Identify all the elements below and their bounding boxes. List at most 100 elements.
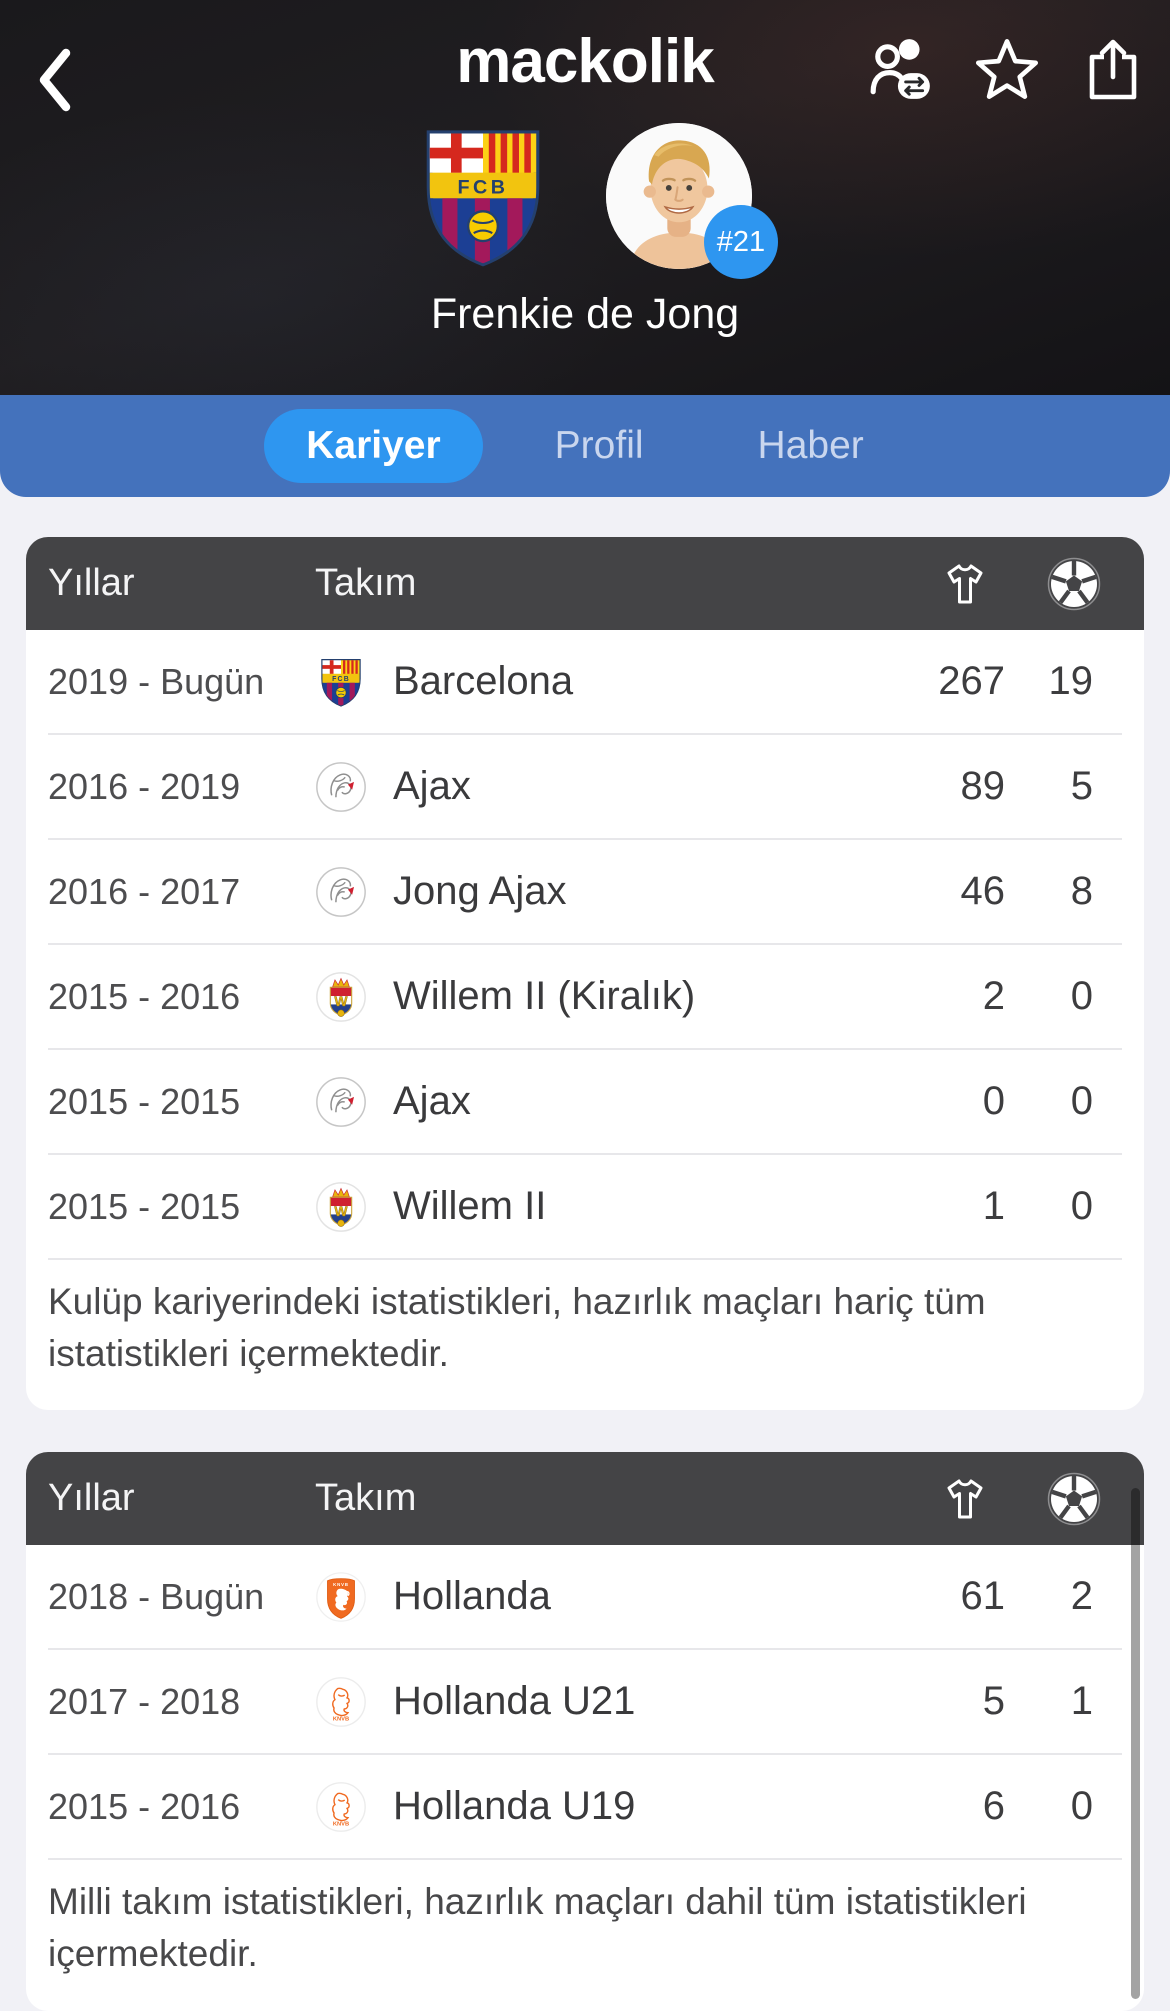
column-years-label: Yıllar [48, 562, 135, 604]
player-name: Frenkie de Jong [430, 290, 740, 338]
app-bar-actions [866, 34, 1148, 104]
favorite-button[interactable] [972, 34, 1042, 104]
tab-haber[interactable]: Haber [757, 424, 864, 467]
row-matches: 89 [960, 764, 1006, 808]
netherlands-logo [315, 1571, 367, 1623]
table-row[interactable]: 2015 - 2016 Willem II (Kiralık) 2 0 [26, 945, 1144, 1048]
national-table-header: Yıllar Takım [26, 1452, 1144, 1546]
row-divider [48, 1048, 1122, 1050]
row-divider [48, 1858, 1122, 1861]
row-goals: 5 [1070, 764, 1093, 808]
row-goals: 2 [1070, 1574, 1093, 1619]
player-compare-button[interactable] [866, 34, 936, 104]
jersey-icon [939, 1473, 991, 1525]
row-years: 2016 - 2017 [48, 870, 241, 912]
row-team-name: Ajax [393, 764, 471, 808]
barcelona-crest[interactable] [418, 118, 548, 274]
row-years: 2015 - 2015 [48, 1185, 241, 1227]
club-career-footnote: Kulüp kariyerindeki istatistikleri, hazı… [48, 1281, 986, 1375]
row-matches: 267 [938, 659, 1005, 703]
row-team-name: Hollanda U19 [393, 1784, 636, 1829]
row-team-name: Barcelona [393, 659, 574, 703]
scrollbar[interactable] [1131, 1488, 1140, 1999]
table-row[interactable]: 2016 - 2019 Ajax 89 5 [26, 735, 1144, 838]
column-team-label: Takım [315, 1477, 417, 1520]
table-row[interactable]: 2017 - 2018 Hollanda U21 5 1 [26, 1650, 1144, 1753]
row-matches: 61 [960, 1574, 1006, 1619]
knvb-youth-logo [315, 1676, 367, 1728]
knvb-youth-logo [315, 1781, 367, 1833]
share-button[interactable] [1078, 34, 1148, 104]
row-years: 2017 - 2018 [48, 1680, 241, 1722]
ajax-logo [315, 866, 367, 918]
row-matches: 5 [982, 1679, 1005, 1724]
table-row[interactable]: 2019 - Bugün Barcelona 267 19 [26, 630, 1144, 733]
ajax-logo [315, 1076, 367, 1128]
row-divider [48, 1153, 1122, 1155]
row-goals: 0 [1070, 974, 1093, 1018]
row-team-name: Hollanda [393, 1574, 551, 1619]
row-matches: 46 [960, 869, 1006, 913]
player-hero: mackolik [0, 0, 1170, 395]
column-team-label: Takım [315, 562, 417, 604]
column-years-label: Yıllar [48, 1477, 135, 1520]
row-matches: 0 [982, 1079, 1005, 1123]
soccer-ball-icon [1047, 557, 1101, 611]
player-avatar-wrap: #21 [606, 123, 778, 279]
barcelona-logo [315, 656, 367, 708]
tab-bar: Kariyer Profil Haber [0, 395, 1170, 497]
star-icon [975, 39, 1039, 99]
back-button[interactable] [30, 42, 78, 118]
chevron-left-icon [39, 48, 71, 112]
jersey-icon [939, 558, 991, 610]
row-team-name: Hollanda U21 [393, 1679, 636, 1724]
row-divider [48, 1648, 1122, 1651]
willem-ii-logo [315, 1181, 367, 1233]
row-divider [48, 943, 1122, 945]
club-table-header: Yıllar Takım [26, 537, 1144, 630]
row-team-name: Jong Ajax [393, 869, 567, 913]
national-career-card: Yıllar Takım 2018 - Bugün Hollanda 61 2 … [26, 1452, 1144, 2011]
national-career-footnote: Milli takım istatistikleri, hazırlık maç… [48, 1881, 1027, 1975]
table-row[interactable]: 2015 - 2016 Hollanda U19 6 0 [26, 1755, 1144, 1858]
ajax-logo [315, 761, 367, 813]
table-row[interactable]: 2018 - Bugün Hollanda 61 2 [26, 1545, 1144, 1648]
row-years: 2019 - Bugün [48, 660, 265, 702]
row-years: 2018 - Bugün [48, 1575, 265, 1617]
row-team-name: Willem II [393, 1184, 547, 1228]
willem-ii-logo [315, 971, 367, 1023]
shirt-number-badge: #21 [704, 205, 778, 279]
player-strip: #21 [0, 118, 1170, 279]
row-years: 2015 - 2015 [48, 1080, 241, 1122]
club-career-card: Yıllar Takım 2019 - Bugün Barcelona 267 … [26, 537, 1144, 1411]
table-row[interactable]: 2016 - 2017 Jong Ajax 46 8 [26, 840, 1144, 943]
row-matches: 2 [982, 974, 1005, 1018]
app-logo: mackolik [456, 27, 714, 96]
row-goals: 8 [1070, 869, 1093, 913]
row-goals: 0 [1070, 1784, 1093, 1829]
row-matches: 1 [982, 1184, 1005, 1228]
row-divider [48, 1753, 1122, 1756]
row-team-name: Willem II (Kiralık) [393, 974, 696, 1018]
row-divider [48, 733, 1122, 735]
row-years: 2015 - 2016 [48, 975, 241, 1017]
player-compare-icon [870, 39, 930, 99]
row-goals: 19 [1048, 659, 1094, 703]
row-divider [48, 1258, 1122, 1260]
row-goals: 0 [1070, 1184, 1093, 1228]
row-matches: 6 [982, 1784, 1005, 1829]
soccer-ball-icon [1047, 1472, 1101, 1526]
row-divider [48, 838, 1122, 840]
row-years: 2016 - 2019 [48, 765, 241, 807]
row-team-name: Ajax [393, 1079, 471, 1123]
row-years: 2015 - 2016 [48, 1785, 241, 1827]
share-icon [1089, 39, 1137, 100]
tab-kariyer[interactable]: Kariyer [264, 409, 483, 483]
app-bar: mackolik [0, 0, 1170, 112]
tab-profil[interactable]: Profil [554, 424, 644, 467]
table-row[interactable]: 2015 - 2015 Willem II 1 0 [26, 1155, 1144, 1258]
table-row[interactable]: 2015 - 2015 Ajax 0 0 [26, 1050, 1144, 1153]
row-goals: 0 [1070, 1079, 1093, 1123]
row-goals: 1 [1070, 1679, 1093, 1724]
